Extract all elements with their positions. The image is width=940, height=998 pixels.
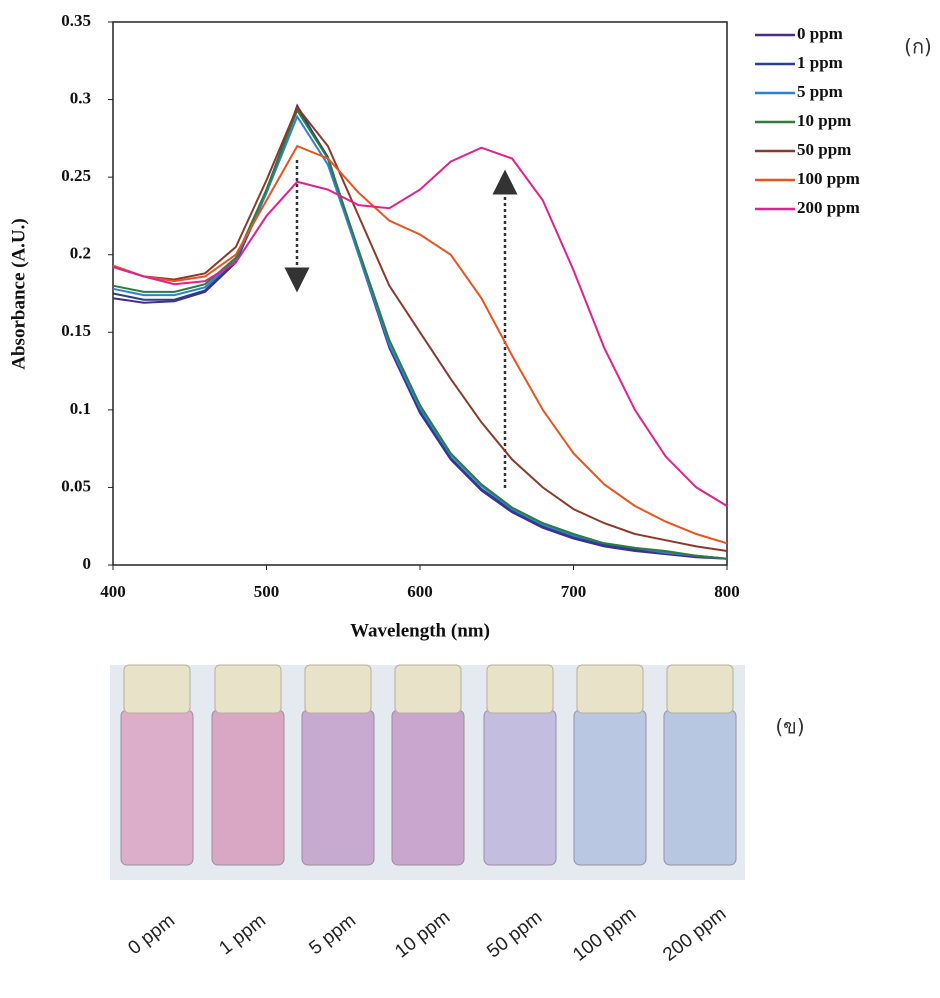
x-tick-label: 800 [714,582,740,601]
vial-label: 5 ppm [305,910,360,959]
vial-body [120,709,194,866]
y-tick-label: 0 [83,554,92,573]
line-series [112,108,728,560]
y-tick-label: 0.25 [61,166,91,185]
vial-body [301,709,375,866]
vial-body [573,709,647,866]
line-series [112,144,728,545]
panel-label: (ข) [775,715,804,739]
legend-label: 200 ppm [797,198,860,217]
x-tick-label: 400 [100,582,126,601]
plot-frame [112,21,728,566]
vial-body [483,709,557,866]
y-tick-label: 0.2 [70,244,91,263]
panel-label: (ก) [904,35,932,59]
legend-label: 100 ppm [797,169,860,188]
x-axis-title: Wavelength (nm) [350,620,490,641]
vial-label: 50 ppm [483,907,546,963]
vial-label: 0 ppm [124,910,179,959]
vial-cap [666,664,734,714]
y-tick-label: 0.3 [70,88,91,107]
vial-cap [123,664,191,714]
vial-cap [394,664,462,714]
x-tick-label: 500 [254,582,280,601]
vial-body [663,709,737,866]
legend-label: 5 ppm [797,82,843,101]
y-axis-title: Absorbance (A.U.) [8,218,29,369]
legend-label: 0 ppm [797,24,843,43]
vial-cap [486,664,554,714]
legend-label: 50 ppm [797,140,851,159]
legend-label: 10 ppm [797,111,851,130]
vial-label: 1 ppm [215,910,270,959]
vial-label: 200 ppm [659,904,730,966]
vial-label: 10 ppm [391,907,454,963]
line-series [112,105,728,560]
y-tick-label: 0.05 [61,476,91,495]
legend-label: 1 ppm [797,53,843,72]
y-tick-label: 0.15 [61,321,91,340]
line-series [112,105,728,552]
line-series [112,114,728,560]
vial-label: 100 ppm [569,904,640,966]
y-tick-label: 0.1 [70,399,91,418]
x-tick-label: 600 [407,582,433,601]
y-tick-label: 0.35 [61,11,91,30]
vial-cap [304,664,372,714]
x-tick-label: 700 [561,582,587,601]
vial-body [391,709,465,866]
line-series [112,146,728,507]
vial-cap [576,664,644,714]
vial-body [211,709,285,866]
vial-cap [214,664,282,714]
